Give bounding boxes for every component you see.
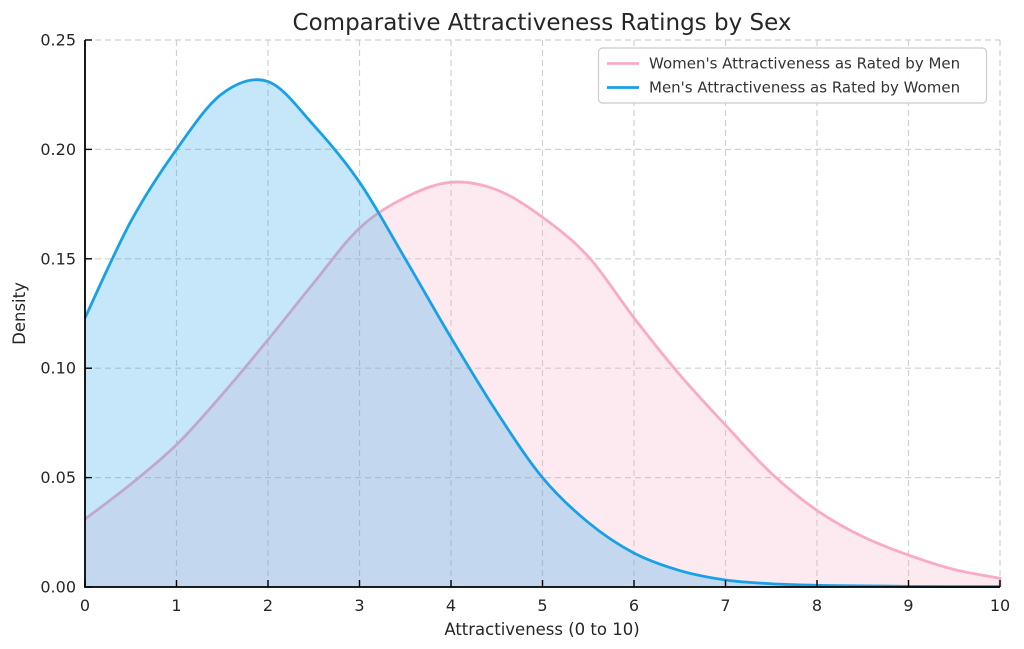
tick-marks-and-labels: 0 1 2 3 4 5 6 7 8 9 10 0.00 0.05 0.10 0.15 0.20 0.25 bbox=[40, 31, 1010, 616]
x-tick-label: 0 bbox=[80, 596, 90, 615]
legend-label-men: Men's Attractiveness as Rated by Women bbox=[649, 79, 960, 97]
y-tick-label: 0.10 bbox=[40, 359, 76, 378]
x-tick-label: 6 bbox=[629, 596, 639, 615]
legend-label-women: Women's Attractiveness as Rated by Men bbox=[649, 55, 960, 73]
legend-box bbox=[597, 47, 988, 104]
x-tick-label: 10 bbox=[990, 596, 1010, 615]
chart-title: Comparative Attractiveness Ratings by Se… bbox=[293, 10, 792, 36]
y-axis-label: Density bbox=[10, 282, 29, 345]
x-axis-label: Attractiveness (0 to 10) bbox=[444, 620, 639, 639]
y-tick-label: 0.20 bbox=[40, 140, 76, 159]
y-tick-label: 0.00 bbox=[40, 578, 76, 597]
gridlines bbox=[85, 39, 1001, 587]
density-fill-men bbox=[85, 79, 1000, 588]
y-tick-label: 0.05 bbox=[40, 468, 76, 487]
x-tick-label: 3 bbox=[354, 596, 364, 615]
x-tick-label: 1 bbox=[171, 596, 181, 615]
x-tick-label: 2 bbox=[263, 596, 273, 615]
legend: Women's Attractiveness as Rated by Men M… bbox=[597, 47, 988, 104]
density-series bbox=[83, 78, 1002, 588]
density-line-women bbox=[84, 180, 1002, 587]
y-tick-label: 0.15 bbox=[40, 249, 76, 268]
density-line-men bbox=[83, 78, 1001, 588]
x-tick-label: 4 bbox=[446, 596, 456, 615]
x-tick-label: 5 bbox=[537, 596, 547, 615]
x-tick-label: 7 bbox=[720, 596, 730, 615]
x-tick-label: 9 bbox=[903, 596, 913, 615]
x-tick-label: 8 bbox=[812, 596, 822, 615]
y-tick-label: 0.25 bbox=[40, 31, 76, 50]
